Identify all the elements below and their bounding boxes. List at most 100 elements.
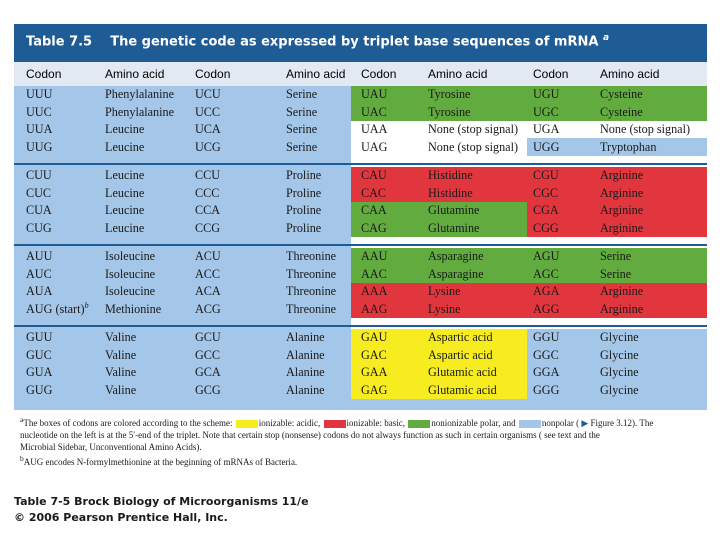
amino-acid-cell: Leucine (105, 185, 145, 200)
header-amino-acid-1: Amino acid (105, 67, 165, 81)
codon-cell: UAU (361, 86, 387, 103)
codon-text: UUC (26, 104, 52, 119)
codon-text: AUG (start) (26, 301, 85, 316)
acidic-swatch (235, 419, 258, 428)
basic-block-arginine-aga (527, 283, 707, 318)
codon-text: AAU (361, 249, 388, 263)
acidic-block (351, 329, 527, 399)
amino-acid-cell: Proline (286, 168, 322, 182)
polar-swatch (408, 419, 431, 428)
codon-text: UGC (533, 104, 559, 119)
codon-text: CUC (26, 185, 52, 200)
amino-acid-cell: Lysine (428, 301, 461, 316)
codon-cell: AAA (361, 283, 387, 300)
codon-text: CUG (26, 220, 52, 235)
codon-text: GGG (533, 382, 560, 397)
codon-text: CUU (26, 168, 52, 182)
codon-cell: CGA (533, 202, 559, 219)
codon-text: GAG (361, 382, 388, 397)
codon-cell: UAG (361, 139, 387, 156)
codon-cell: CUC (26, 185, 51, 202)
header-amino-acid-2: Amino acid (286, 67, 346, 81)
amino-acid-cell: Glutamic acid (428, 382, 497, 397)
amino-acid-cell: Alanine (286, 365, 325, 379)
codon-text: UCG (195, 139, 221, 154)
codon-cell: UCU (195, 86, 221, 103)
codon-cell: ACC (195, 266, 220, 283)
amino-acid-cell: Serine (600, 266, 632, 281)
codon-text: CCU (195, 168, 221, 182)
codon-text: CAA (361, 203, 387, 217)
codon-cell: GUC (26, 347, 52, 364)
footnote-a-line1: aThe boxes of codons are colored accordi… (20, 414, 710, 429)
codon-cell: CUG (26, 220, 52, 237)
column-header-row: Codon Amino acid Codon Amino acid Codon … (14, 62, 707, 86)
amino-acid-cell: Isoleucine (105, 249, 156, 263)
codon-text: ACU (195, 249, 221, 263)
group-divider (14, 163, 707, 165)
codon-cell: GCU (195, 329, 221, 346)
codon-text: UAA (361, 122, 388, 136)
codon-cell: CCA (195, 202, 220, 219)
footnote-figure-ref: Figure 3.12). The (590, 418, 654, 428)
codon-text: UCC (195, 104, 221, 119)
codon-cell: GAG (361, 382, 387, 399)
legend-nonpolar-label: nonpolar ( (541, 418, 580, 428)
codon-text: AAA (361, 284, 388, 298)
amino-acid-cell: Arginine (600, 301, 644, 316)
codon-cell: UUA (26, 121, 52, 138)
amino-acid-cell: Histidine (428, 185, 473, 200)
table-footnotes: aThe boxes of codons are colored accordi… (20, 414, 710, 468)
codon-cell: UUU (26, 86, 52, 103)
amino-acid-cell: Lysine (428, 284, 461, 298)
codon-text: CCA (195, 203, 221, 217)
codon-text: GAC (361, 347, 387, 362)
codon-cell: CAA (361, 202, 387, 219)
amino-acid-cell: Glutamine (428, 203, 480, 217)
codon-cell: AUG (start)b (26, 301, 89, 318)
codon-text: CGU (533, 168, 559, 182)
codon-cell: CUU (26, 167, 52, 184)
table-title-footnote-mark: a (602, 33, 610, 43)
codon-cell: CCU (195, 167, 220, 184)
codon-text: UUU (26, 87, 53, 101)
basic-block-histidine (351, 167, 527, 202)
codon-text: UGG (533, 139, 560, 154)
nonpolar-block-bottom (351, 399, 707, 410)
codon-text: UCA (195, 122, 221, 136)
amino-acid-cell: Glycine (600, 347, 639, 362)
codon-text: CUA (26, 203, 52, 217)
codon-text: GCU (195, 330, 221, 344)
codon-text: AUC (26, 266, 52, 281)
codon-cell: CGG (533, 220, 559, 237)
codon-cell: AGU (533, 248, 559, 265)
codon-text: GGC (533, 347, 559, 362)
basic-block-lysine (351, 283, 527, 318)
codon-text: UAU (361, 87, 388, 101)
amino-acid-cell: Tryptophan (600, 139, 657, 154)
amino-acid-cell: Cysteine (600, 87, 643, 101)
amino-acid-cell: Leucine (105, 203, 145, 217)
amino-acid-cell: Arginine (600, 284, 644, 298)
codon-text: ACC (195, 266, 221, 281)
footnote-b-line: bAUG encodes N-formylmethionine at the b… (20, 453, 710, 468)
codon-text: AUU (26, 249, 53, 263)
codon-cell: UAA (361, 121, 387, 138)
codon-cell: GUU (26, 329, 52, 346)
codon-cell: GUA (26, 364, 52, 381)
codon-cell: AGC (533, 266, 559, 283)
codon-text: AGU (533, 249, 560, 263)
codon-text: AGC (533, 266, 559, 281)
codon-cell: GAC (361, 347, 387, 364)
amino-acid-cell: Arginine (600, 203, 644, 217)
amino-acid-cell: Valine (105, 347, 137, 362)
polar-block-glutamine (351, 202, 527, 237)
amino-acid-cell: Serine (286, 139, 318, 154)
polar-block-asparagine (351, 248, 527, 283)
codon-cell: GAU (361, 329, 387, 346)
footnote-b-mark: b (20, 454, 24, 463)
codon-cell: AUU (26, 248, 52, 265)
amino-acid-cell: Alanine (286, 347, 325, 362)
codon-text: ACG (195, 301, 221, 316)
codon-cell: GCG (195, 382, 221, 399)
